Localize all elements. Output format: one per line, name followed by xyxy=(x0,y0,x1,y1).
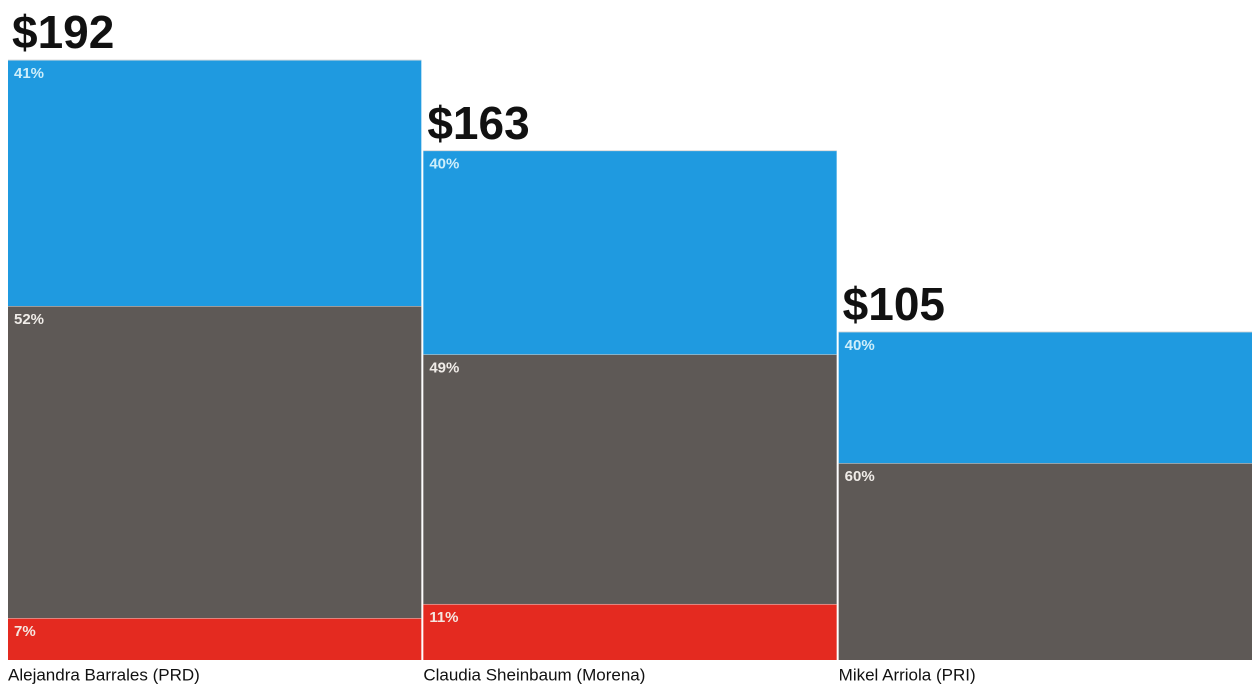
segment-label: 49% xyxy=(429,359,459,376)
total-label: $192 xyxy=(12,6,114,58)
segment-label: 7% xyxy=(14,623,36,640)
bar-segment xyxy=(423,354,836,604)
bar-segment xyxy=(8,306,421,618)
total-label: $163 xyxy=(427,97,529,149)
segment-label: 11% xyxy=(429,609,458,626)
segment-label: 60% xyxy=(845,468,875,485)
bar-segment xyxy=(8,618,421,660)
segment-label: 40% xyxy=(429,156,459,173)
chart: 7% 52% 41% $192 Alejandra Barrales (PRD) 11% 4… xyxy=(0,0,1254,690)
category-label: Alejandra Barrales (PRD) xyxy=(8,665,200,684)
total-label: $105 xyxy=(843,278,945,330)
bar-segment xyxy=(839,332,1252,463)
category-label: Claudia Sheinbaum (Morena) xyxy=(423,665,645,684)
category-label: Mikel Arriola (PRI) xyxy=(839,665,976,684)
segment-label: 52% xyxy=(14,311,44,328)
segment-label: 40% xyxy=(845,337,875,354)
bar-segment xyxy=(423,151,836,355)
segment-label: 41% xyxy=(14,65,44,82)
bar-segment xyxy=(8,60,421,306)
bar-segment xyxy=(423,604,836,660)
bar-segment xyxy=(839,463,1252,660)
